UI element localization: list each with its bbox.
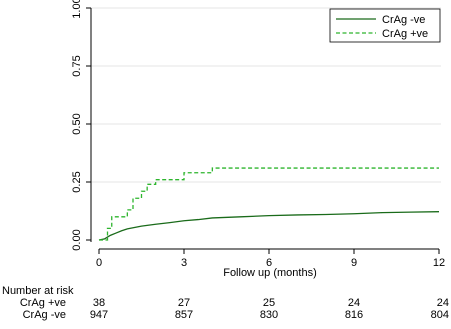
legend-label: CrAg -ve xyxy=(382,14,425,26)
y-tick-label: 1.00 xyxy=(71,0,83,19)
risk-cell: 947 xyxy=(90,309,108,321)
risk-cell: 804 xyxy=(431,309,449,321)
risk-cell: 38 xyxy=(93,297,105,309)
x-tick-label: 6 xyxy=(266,257,272,269)
x-tick-label: 3 xyxy=(181,257,187,269)
legend: CrAg -ve CrAg +ve xyxy=(329,8,441,43)
legend-label: CrAg +ve xyxy=(382,28,428,40)
y-axis-ticks: 0.00 0.25 0.50 0.75 1.00 xyxy=(71,0,91,251)
series-line-crag-ve xyxy=(98,211,440,241)
series-line-crag-ve xyxy=(99,167,439,241)
risk-row-label: CrAg -ve xyxy=(23,309,66,321)
x-axis-ticks: 0 3 6 9 12 xyxy=(96,249,445,269)
y-tick-label: 0.00 xyxy=(71,229,83,250)
risk-cell: 25 xyxy=(263,297,275,309)
y-tick-label: 0.25 xyxy=(71,171,83,192)
risk-cell: 24 xyxy=(437,297,449,309)
risk-cell: 857 xyxy=(175,309,193,321)
risk-cell: 24 xyxy=(348,297,360,309)
risk-cell: 830 xyxy=(260,309,278,321)
risk-table-title: Number at risk xyxy=(2,285,74,297)
risk-cell: 27 xyxy=(178,297,190,309)
series-layer xyxy=(98,167,440,241)
risk-row-label: CrAg +ve xyxy=(20,297,66,309)
legend-box xyxy=(329,8,441,43)
x-tick-label: 12 xyxy=(433,257,445,269)
y-tick-label: 0.75 xyxy=(71,55,83,76)
risk-cell: 816 xyxy=(345,309,363,321)
y-tick-label: 0.50 xyxy=(71,113,83,134)
horizontal-grid xyxy=(91,7,441,183)
x-axis-label: Follow up (months) xyxy=(223,267,317,279)
x-tick-label: 9 xyxy=(351,257,357,269)
x-tick-label: 0 xyxy=(96,257,102,269)
